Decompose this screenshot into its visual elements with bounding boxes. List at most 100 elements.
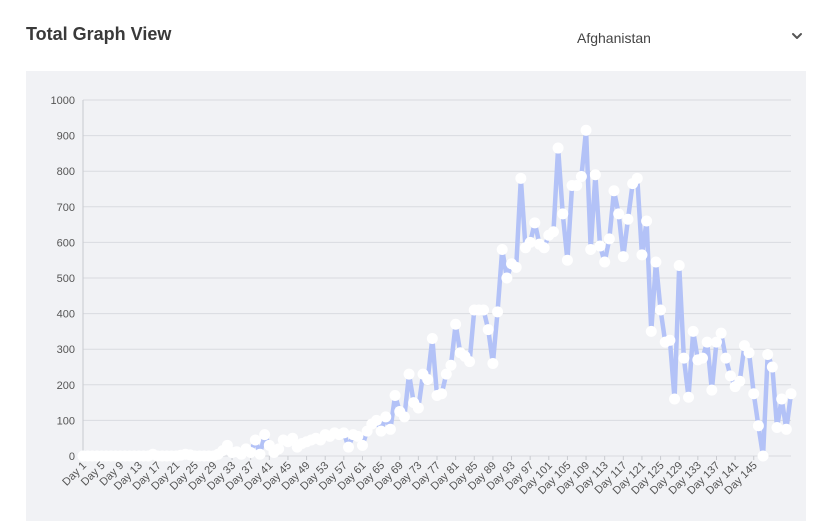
data-point (496, 244, 508, 256)
data-point (338, 427, 350, 439)
data-point (389, 389, 401, 401)
y-tick-label: 900 (57, 131, 75, 143)
data-point (352, 430, 364, 442)
data-point (673, 260, 685, 272)
data-point (259, 429, 271, 441)
data-point (384, 423, 396, 435)
data-point (589, 169, 601, 181)
data-point (580, 124, 592, 136)
data-point (650, 256, 662, 268)
data-point (524, 236, 536, 248)
data-point (552, 142, 564, 154)
data-point (398, 411, 410, 423)
data-point (771, 422, 783, 434)
data-point (641, 215, 653, 227)
chevron-down-icon (792, 33, 802, 39)
y-tick-label: 600 (57, 237, 75, 249)
data-point (375, 425, 387, 437)
y-tick-label: 800 (57, 166, 75, 178)
data-point (603, 233, 615, 245)
data-point (356, 439, 368, 451)
page-title: Total Graph View (26, 24, 172, 44)
data-point (710, 336, 722, 348)
data-point (254, 448, 266, 460)
data-point (492, 306, 504, 318)
data-point (752, 420, 764, 432)
data-point (436, 388, 448, 400)
data-point (547, 226, 559, 238)
data-point (575, 171, 587, 183)
data-point (678, 352, 690, 364)
data-point (757, 450, 769, 462)
country-dropdown[interactable]: Afghanistan (565, 22, 810, 54)
data-point (687, 325, 699, 337)
data-point (585, 244, 597, 256)
data-point (482, 324, 494, 336)
data-point (720, 352, 732, 364)
data-point (766, 361, 778, 373)
data-point (450, 318, 462, 330)
data-point (273, 443, 285, 455)
data-point (464, 356, 476, 368)
data-point (422, 373, 434, 385)
data-point (510, 261, 522, 273)
data-point (445, 359, 457, 371)
data-point (622, 213, 634, 225)
data-point (655, 304, 667, 316)
data-point (343, 441, 354, 453)
data-point (613, 208, 625, 220)
y-tick-label: 0 (69, 451, 75, 463)
data-point (645, 325, 657, 337)
data-point (785, 388, 797, 400)
data-point (669, 393, 681, 405)
data-point (748, 388, 760, 400)
y-tick-label: 700 (57, 202, 75, 214)
y-tick-label: 100 (57, 415, 75, 427)
data-point (501, 272, 513, 284)
data-point (561, 254, 573, 266)
data-point (636, 249, 648, 261)
data-point (529, 217, 541, 229)
series-line (80, 128, 794, 459)
y-tick-label: 1000 (51, 95, 75, 107)
y-tick-label: 300 (57, 344, 75, 356)
data-point (403, 368, 415, 380)
data-point (412, 402, 424, 414)
data-point (287, 432, 299, 444)
data-point (245, 446, 257, 458)
chart-panel: 0 100 200 300 400 500 600 700 800 900 1000 Day 1 Day… (26, 71, 806, 521)
data-point (780, 423, 792, 435)
country-dropdown-value: Afghanistan (577, 30, 651, 46)
data-point (538, 242, 550, 254)
y-tick-label: 200 (57, 380, 75, 392)
data-point (701, 336, 713, 348)
y-tick-label: 400 (57, 309, 75, 321)
data-point (734, 375, 746, 387)
data-point (617, 251, 629, 263)
data-point (478, 304, 490, 316)
data-point (487, 357, 499, 369)
data-point (515, 172, 527, 184)
data-point (724, 370, 736, 382)
data-point (762, 349, 774, 361)
data-point (697, 352, 708, 364)
data-point (706, 384, 718, 396)
data-point (599, 256, 611, 268)
data-point (715, 327, 727, 339)
data-point (776, 393, 788, 405)
data-point (380, 411, 392, 423)
data-point (594, 240, 606, 252)
data-point (440, 368, 452, 380)
data-point (557, 208, 569, 220)
y-tick-label: 500 (57, 273, 75, 285)
data-point (370, 414, 382, 426)
data-point (743, 347, 755, 359)
data-point (631, 172, 643, 184)
data-point (683, 391, 695, 403)
data-point (664, 334, 676, 346)
data-point (608, 185, 620, 197)
data-point (249, 434, 261, 446)
data-point (571, 179, 583, 191)
data-point (426, 333, 438, 345)
